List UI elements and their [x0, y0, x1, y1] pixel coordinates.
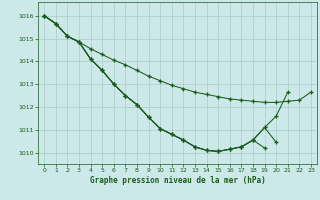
X-axis label: Graphe pression niveau de la mer (hPa): Graphe pression niveau de la mer (hPa): [90, 176, 266, 185]
